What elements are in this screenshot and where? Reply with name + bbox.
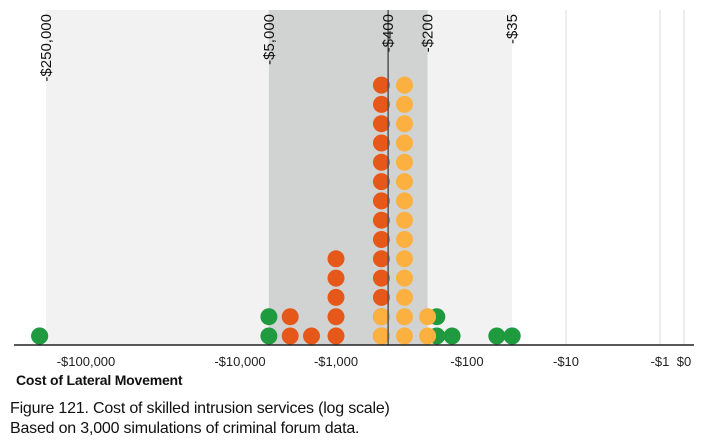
data-dot-light_orange bbox=[419, 327, 437, 345]
data-dot-light_orange bbox=[395, 134, 413, 152]
data-dot-green bbox=[503, 327, 521, 345]
figure-caption: Figure 121. Cost of skilled intrusion se… bbox=[10, 399, 390, 439]
data-dot-light_orange bbox=[395, 95, 413, 113]
data-dot-dark_orange bbox=[372, 269, 390, 287]
data-dot-light_orange bbox=[395, 192, 413, 210]
data-dot-light_orange bbox=[395, 231, 413, 248]
x-axis-title: Cost of Lateral Movement bbox=[16, 372, 183, 388]
reference-label-5: -$35 bbox=[504, 14, 521, 44]
data-dot-dark_orange bbox=[372, 76, 390, 94]
data-dot-light_orange bbox=[395, 327, 413, 345]
data-dot-dark_orange bbox=[372, 173, 390, 191]
x-tick-label-5: -$10 bbox=[553, 354, 579, 369]
data-dot-green bbox=[443, 327, 461, 345]
data-dot-light_orange bbox=[419, 308, 437, 326]
data-dot-light_orange bbox=[395, 76, 413, 94]
data-dot-light_orange bbox=[395, 153, 413, 171]
data-dot-light_orange bbox=[395, 308, 413, 326]
caption-line-2: Based on 3,000 simulations of criminal f… bbox=[10, 420, 360, 437]
data-dot-green bbox=[260, 308, 278, 326]
data-dot-dark_orange bbox=[372, 95, 390, 113]
data-dot-green bbox=[31, 327, 49, 345]
x-tick-label-1: -$100,000 bbox=[57, 354, 116, 369]
data-dot-dark_orange bbox=[327, 250, 345, 268]
data-dot-dark_orange bbox=[372, 211, 390, 229]
data-dot-light_orange bbox=[395, 211, 413, 229]
data-dot-dark_orange bbox=[372, 231, 390, 248]
data-dot-dark_orange bbox=[372, 192, 390, 210]
data-dot-dark_orange bbox=[327, 308, 345, 326]
data-dot-light_orange bbox=[395, 288, 413, 306]
caption-line-1: Figure 121. Cost of skilled intrusion se… bbox=[10, 400, 390, 417]
x-tick-label-3: -$1,000 bbox=[314, 354, 358, 369]
data-dot-light_orange bbox=[395, 250, 413, 268]
data-dot-light_orange bbox=[395, 115, 413, 133]
data-dot-dark_orange bbox=[372, 134, 390, 152]
data-dot-green bbox=[260, 327, 278, 345]
data-dot-dark_orange bbox=[281, 327, 299, 345]
x-tick-label-7: $0 bbox=[677, 354, 691, 369]
data-dot-dark_orange bbox=[327, 269, 345, 287]
x-tick-label-6: -$1 bbox=[651, 354, 670, 369]
reference-label-3: -$400 bbox=[380, 14, 397, 52]
data-dot-dark_orange bbox=[372, 288, 390, 306]
data-dot-green bbox=[488, 327, 506, 345]
data-dot-light_orange bbox=[395, 173, 413, 191]
data-dot-dark_orange bbox=[302, 327, 320, 345]
x-tick-label-4: -$100 bbox=[450, 354, 483, 369]
data-dot-dark_orange bbox=[372, 153, 390, 171]
reference-label-4: -$200 bbox=[420, 14, 437, 52]
reference-label-1: -$250,000 bbox=[38, 14, 55, 82]
reference-label-2: -$5,000 bbox=[261, 14, 278, 65]
data-dot-light_orange bbox=[372, 327, 390, 345]
data-dot-dark_orange bbox=[372, 115, 390, 133]
data-dot-dark_orange bbox=[281, 308, 299, 326]
data-dot-light_orange bbox=[372, 308, 390, 326]
data-dot-dark_orange bbox=[372, 250, 390, 268]
data-dot-dark_orange bbox=[327, 288, 345, 306]
dot-plot-chart: -$100,000 -$10,000 -$1,000 -$100 -$10 -$1 $0 -$… bbox=[14, 10, 694, 369]
data-dot-light_orange bbox=[395, 269, 413, 287]
data-dot-dark_orange bbox=[327, 327, 345, 345]
x-tick-label-2: -$10,000 bbox=[214, 354, 265, 369]
